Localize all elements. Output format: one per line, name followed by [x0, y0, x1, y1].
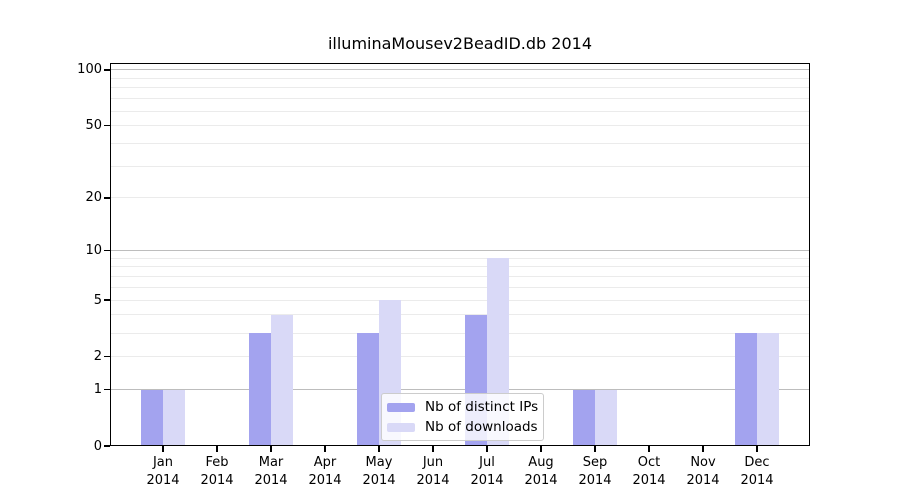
y-tick-label: 10	[85, 243, 102, 259]
x-tick-mark	[432, 446, 434, 452]
y-tick-mark	[104, 299, 110, 301]
gridline-minor	[110, 266, 810, 268]
gridline-minor	[110, 165, 810, 167]
x-tick-label: Aug 2014	[524, 455, 558, 488]
y-tick-mark	[104, 197, 110, 199]
x-tick-label: Jul 2014	[470, 455, 504, 488]
bar-distinct-ips	[357, 333, 379, 446]
x-tick-mark	[594, 446, 596, 452]
y-tick-label: 1	[93, 382, 102, 398]
x-axis: Jan 2014 Feb 2014 Mar 2014 Apr 2014 May 2014 Jun 20…	[110, 454, 810, 494]
bar-downloads	[271, 314, 293, 446]
gridline-major	[110, 69, 810, 71]
gridline-minor	[110, 110, 810, 112]
x-tick-mark	[324, 446, 326, 452]
chart-title: illuminaMousev2BeadID.db 2014	[327, 34, 593, 53]
y-tick-mark	[104, 355, 110, 358]
bar-distinct-ips	[573, 389, 595, 446]
gridline-major	[110, 250, 810, 252]
y-tick-label: 20	[85, 190, 102, 206]
legend-item-downloads: Nb of downloads	[387, 417, 538, 437]
legend-item-distinct-ips: Nb of distinct IPs	[387, 397, 538, 417]
y-tick-label: 100	[77, 62, 102, 78]
bar-distinct-ips	[249, 333, 271, 446]
legend-label-downloads: Nb of downloads	[425, 419, 538, 435]
x-tick-label: Nov 2014	[686, 455, 720, 488]
y-tick-label: 0	[93, 438, 102, 454]
x-tick-label: Apr 2014	[308, 455, 342, 488]
legend: Nb of distinct IPs Nb of downloads	[381, 393, 545, 441]
gridline-minor	[110, 276, 810, 278]
gridline-minor	[110, 125, 810, 127]
gridline-minor	[110, 87, 810, 89]
y-tick-mark	[104, 124, 110, 127]
x-tick-label: Jan 2014	[146, 455, 180, 488]
y-tick-mark	[104, 388, 110, 391]
x-tick-mark	[702, 446, 704, 452]
x-tick-mark	[648, 446, 650, 452]
gridline-minor	[110, 257, 810, 259]
bar-downloads	[163, 389, 185, 446]
bar-distinct-ips	[141, 389, 163, 446]
x-tick-label: Dec 2014	[740, 455, 774, 488]
y-tick-label: 50	[85, 118, 102, 134]
gridline-minor	[110, 314, 810, 316]
gridline-minor	[110, 286, 810, 288]
y-tick-mark	[104, 249, 110, 252]
y-tick-label: 2	[93, 348, 102, 364]
y-axis: 0 1 2 5 10 20 50 100	[0, 62, 102, 453]
bar-distinct-ips	[735, 333, 757, 446]
x-tick-mark	[378, 446, 380, 452]
legend-label-distinct-ips: Nb of distinct IPs	[425, 399, 539, 415]
y-tick-mark	[104, 445, 110, 447]
x-tick-mark	[756, 446, 758, 452]
gridline-minor	[110, 355, 810, 357]
gridline-minor	[110, 98, 810, 100]
x-tick-label: Mar 2014	[254, 455, 288, 488]
gridline-major	[110, 389, 810, 391]
plot-area: Nb of distinct IPs Nb of downloads	[110, 63, 810, 446]
x-tick-label: Oct 2014	[632, 455, 666, 488]
legend-swatch-distinct-ips	[387, 402, 415, 412]
legend-swatch-downloads	[387, 422, 415, 432]
gridline-minor	[110, 77, 810, 79]
x-tick-mark	[486, 446, 488, 452]
gridline-minor	[110, 197, 810, 199]
y-tick-mark	[104, 69, 110, 71]
gridline-minor	[110, 142, 810, 144]
gridline-minor	[110, 299, 810, 301]
gridline-minor	[110, 332, 810, 334]
x-tick-label: May 2014	[362, 455, 396, 488]
bar-downloads	[757, 333, 779, 446]
bar-downloads	[595, 389, 617, 446]
y-tick-label: 5	[93, 292, 102, 308]
x-tick-mark	[270, 446, 272, 452]
x-tick-label: Jun 2014	[416, 455, 450, 488]
x-tick-label: Sep 2014	[578, 455, 612, 488]
x-tick-mark	[540, 446, 542, 452]
x-tick-mark	[216, 446, 218, 452]
x-tick-label: Feb 2014	[200, 455, 234, 488]
x-tick-mark	[162, 446, 164, 452]
